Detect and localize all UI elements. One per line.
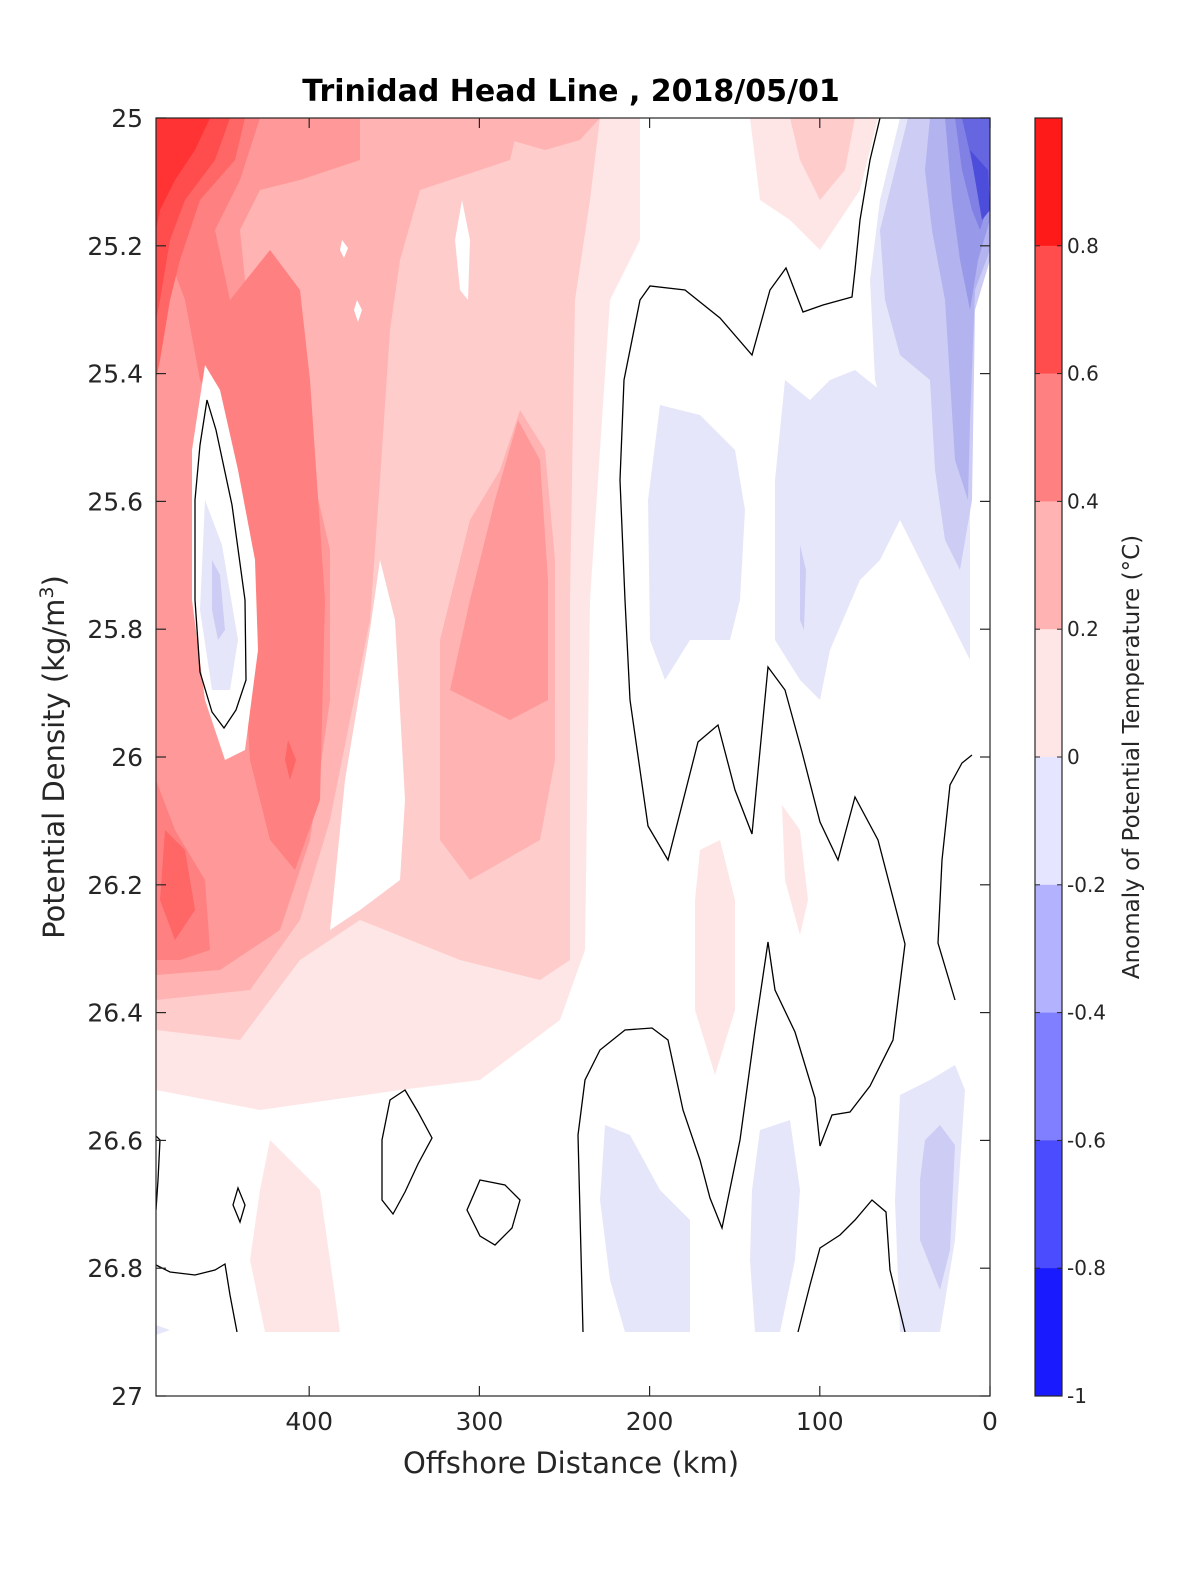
region-zero-dot-355km [340,240,348,258]
colorbar-tick-label: -1 [1067,1384,1087,1408]
region-pos-0.4-b [450,420,548,720]
y-axis: 25 25.2 25.4 25.6 25.8 26 26.2 26.4 26.6 26.8 27 [87,104,990,1411]
colorbar-band [1035,1268,1062,1397]
colorbar-band [1035,118,1062,247]
x-tick-label: 300 [456,1407,504,1436]
region-pos-0.1-deep2 [695,840,735,1075]
y-axis-label-main: Potential Density (kg/m [37,599,71,939]
region-pos-0.1-deep3 [782,805,808,935]
x-axis: 400 300 200 100 0 [285,118,998,1436]
y-tick-label: 25.8 [87,615,143,644]
region-pos-0.8 [156,118,210,230]
region-pos-0.2-top [790,118,855,200]
colorbar-tick-label: 0 [1067,745,1080,769]
region-zero-slit-310km [455,200,470,300]
colorbar-tick-label: -0.6 [1067,1128,1106,1152]
colorbar-band [1035,245,1062,375]
region-neg-0.1-deep-edge [156,1325,170,1335]
zero-contour-deep-left [156,1135,161,1211]
y-axis-label: Potential Density (kg/m3) [36,575,71,939]
y-tick-label: 26.6 [87,1126,143,1155]
colorbar-tick-label: 0.4 [1067,489,1099,513]
region-neg-0.1-deep-b [750,1120,800,1332]
zero-contour-nearshore-band [577,118,906,1333]
zero-contour-pocket [194,399,247,730]
zero-contour-lines [156,118,973,1333]
region-neg-0.1-deep-a [600,1125,690,1332]
colorbar-band [1035,884,1062,1014]
region-pos-0.6-c [285,740,296,780]
x-tick-label: 0 [982,1407,998,1436]
colorbar-band [1035,1140,1062,1269]
colorbar-band [1035,501,1062,630]
colorbar-tick-label: -0.8 [1067,1256,1106,1280]
y-tick-label: 26.2 [87,871,143,900]
zero-contour-loop-a [381,1089,433,1216]
y-tick-label: 26.4 [87,999,143,1028]
colorbar-tick-label: -0.4 [1067,1001,1106,1025]
colorbar-band [1035,757,1062,886]
colorbar-label: Anomaly of Potential Temperature (°C) [1119,535,1145,979]
x-tick-label: 200 [626,1407,674,1436]
colorbar-tick-label: 0.6 [1067,362,1099,386]
region-zero-dot-355km-b [354,300,362,322]
x-tick-label: 400 [285,1407,333,1436]
y-axis-label-sup: 3 [36,586,58,598]
colorbar-ticks: 0.8 0.6 0.4 0.2 0 -0.2 -0.4 -0.6 -0.8 -1 [1035,234,1106,1408]
x-tick-label: 100 [796,1407,844,1436]
x-axis-label: Offshore Distance (km) [403,1446,739,1480]
zero-contour-loop-c [232,1186,246,1224]
region-pos-0.1-deep [250,1140,340,1332]
region-neg-0.2-line [800,545,806,630]
contour-fill [156,118,990,1396]
y-tick-label: 25.2 [87,232,143,261]
colorbar-tick-label: 0.2 [1067,617,1099,641]
region-neg-0.7-nearshore [970,150,990,220]
colorbar-band [1035,1012,1062,1141]
y-axis-label-close: ) [37,575,71,586]
y-tick-label: 26 [111,743,143,772]
zero-contour-deep-right [797,1199,906,1333]
zero-contour-deep-left-b [156,1262,238,1333]
y-tick-label: 26.8 [87,1254,143,1283]
region-zero-lower-center [330,560,405,930]
region-pos-0.6-b [160,830,195,940]
zero-contour-nearshore-right [937,754,973,1001]
chart-title: Trinidad Head Line , 2018/05/01 [302,74,839,109]
region-neg-0.2-pocket [212,560,225,640]
region-neg-0.1-mid [648,405,745,680]
colorbar-band [1035,373,1062,502]
y-tick-label: 25 [111,104,143,133]
zero-contour-loop-b [466,1179,521,1246]
y-tick-label: 25.4 [87,360,143,389]
y-tick-label: 25.6 [87,487,143,516]
region-pos-0.3-top [450,118,600,150]
colorbar-tick-label: 0.8 [1067,234,1099,258]
colorbar-band [1035,629,1062,758]
colorbar-tick-label: -0.2 [1067,873,1106,897]
y-tick-label: 27 [111,1382,143,1411]
region-neg-0.2-deep-c [920,1125,955,1290]
colorbar [1035,118,1062,1397]
